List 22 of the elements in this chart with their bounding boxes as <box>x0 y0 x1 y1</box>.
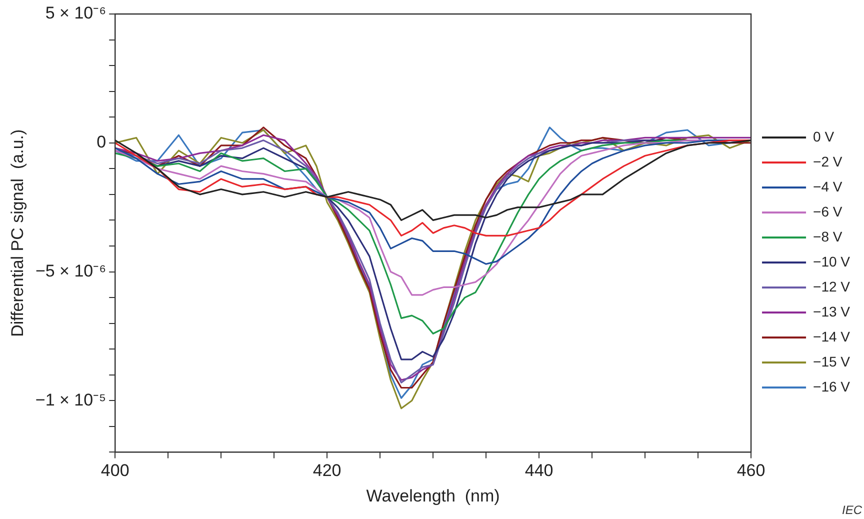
x-axis-title: Wavelength (nm) <box>366 486 500 506</box>
x-tick-label: 400 <box>100 461 130 480</box>
legend-label: −14 V <box>813 328 851 344</box>
y-tick-label: 5 × 10⁻⁶ <box>45 4 106 23</box>
y-tick-label: −5 × 10⁻⁶ <box>35 261 106 280</box>
y-axis-title: Differential PC signal (a.u.) <box>8 129 27 337</box>
legend-label: −2 V <box>813 153 843 170</box>
legend-label: −15 V <box>813 353 851 370</box>
legend-label: −4 V <box>813 178 843 194</box>
x-tick-label: 420 <box>312 461 342 480</box>
x-tick-label: 460 <box>736 461 766 480</box>
x-tick-label: 440 <box>524 461 554 480</box>
text: IEC <box>842 503 862 517</box>
legend-label: −16 V <box>813 378 851 394</box>
legend-label: 0 V <box>813 128 835 144</box>
y-tick-label: −1 × 10⁻⁵ <box>35 390 106 410</box>
legend-label: −13 V <box>813 303 851 320</box>
y-tick-label: 0 <box>96 132 106 152</box>
legend-label: −12 V <box>813 278 851 294</box>
legend-label: −8 V <box>813 228 843 244</box>
legend-label: −10 V <box>813 253 851 270</box>
legend-label: −6 V <box>813 203 843 220</box>
